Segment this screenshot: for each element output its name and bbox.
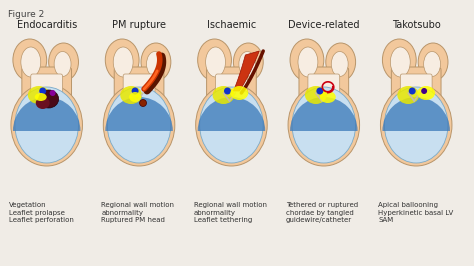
Text: Device-related: Device-related <box>288 20 360 30</box>
Ellipse shape <box>35 93 46 101</box>
Wedge shape <box>105 97 173 131</box>
Ellipse shape <box>290 39 324 81</box>
Text: Regional wall motion
abnormality
Ruptured PM head: Regional wall motion abnormality Rupture… <box>101 202 174 223</box>
Wedge shape <box>383 97 450 131</box>
Text: Tethered or ruptured
chordae by tangled
guidewire/catheter: Tethered or ruptured chordae by tangled … <box>286 202 358 223</box>
Polygon shape <box>233 51 259 91</box>
Ellipse shape <box>298 47 318 77</box>
Ellipse shape <box>381 84 452 166</box>
Ellipse shape <box>305 86 327 104</box>
Ellipse shape <box>212 86 235 104</box>
Ellipse shape <box>28 86 50 104</box>
Ellipse shape <box>418 43 448 81</box>
Ellipse shape <box>316 88 323 94</box>
Ellipse shape <box>196 84 267 166</box>
Ellipse shape <box>233 43 263 81</box>
Ellipse shape <box>103 84 175 166</box>
Ellipse shape <box>198 39 231 81</box>
Ellipse shape <box>11 84 82 166</box>
Ellipse shape <box>107 87 171 163</box>
Text: Takotsubo: Takotsubo <box>392 20 440 30</box>
FancyBboxPatch shape <box>299 67 349 108</box>
Text: Vegetation
Leaflet prolapse
Leaflet perforation: Vegetation Leaflet prolapse Leaflet perf… <box>9 202 74 223</box>
Ellipse shape <box>113 47 133 77</box>
Wedge shape <box>290 97 357 131</box>
Ellipse shape <box>224 88 231 94</box>
FancyBboxPatch shape <box>123 74 155 100</box>
Ellipse shape <box>132 88 138 94</box>
Text: Ischaemic: Ischaemic <box>207 20 256 30</box>
Ellipse shape <box>141 43 171 81</box>
FancyBboxPatch shape <box>31 74 63 100</box>
Ellipse shape <box>36 97 50 109</box>
Ellipse shape <box>15 87 79 163</box>
Ellipse shape <box>39 90 59 108</box>
Ellipse shape <box>320 91 336 103</box>
Ellipse shape <box>331 52 348 77</box>
Ellipse shape <box>200 87 263 163</box>
Text: Apical ballooning
Hyperkinetic basal LV
SAM: Apical ballooning Hyperkinetic basal LV … <box>378 202 454 223</box>
Ellipse shape <box>146 52 164 77</box>
FancyBboxPatch shape <box>216 74 247 100</box>
Ellipse shape <box>129 92 141 102</box>
Ellipse shape <box>54 52 71 77</box>
Ellipse shape <box>13 39 46 81</box>
Ellipse shape <box>421 88 427 94</box>
FancyBboxPatch shape <box>114 67 164 108</box>
Ellipse shape <box>288 84 360 166</box>
Ellipse shape <box>39 88 46 94</box>
FancyBboxPatch shape <box>207 67 256 108</box>
Ellipse shape <box>21 47 41 77</box>
FancyBboxPatch shape <box>401 74 432 100</box>
FancyBboxPatch shape <box>392 67 441 108</box>
Wedge shape <box>13 97 81 131</box>
Ellipse shape <box>206 47 226 77</box>
Ellipse shape <box>409 88 416 94</box>
FancyBboxPatch shape <box>308 74 340 100</box>
Wedge shape <box>198 97 265 131</box>
Ellipse shape <box>49 43 79 81</box>
Ellipse shape <box>397 86 419 104</box>
Text: Regional wall motion
abnormality
Leaflet tethering: Regional wall motion abnormality Leaflet… <box>194 202 267 223</box>
Text: PM rupture: PM rupture <box>112 20 166 30</box>
Text: Figure 2: Figure 2 <box>8 10 44 19</box>
FancyBboxPatch shape <box>22 67 72 108</box>
Ellipse shape <box>384 87 448 163</box>
Ellipse shape <box>50 90 55 96</box>
Ellipse shape <box>292 87 356 163</box>
Ellipse shape <box>383 39 416 81</box>
Ellipse shape <box>139 99 146 106</box>
Text: Endocarditis: Endocarditis <box>17 20 77 30</box>
Ellipse shape <box>391 47 410 77</box>
Ellipse shape <box>424 52 440 77</box>
Ellipse shape <box>105 39 139 81</box>
Ellipse shape <box>120 86 142 104</box>
Ellipse shape <box>417 86 435 100</box>
Ellipse shape <box>239 52 256 77</box>
Ellipse shape <box>326 43 356 81</box>
Ellipse shape <box>230 86 248 100</box>
